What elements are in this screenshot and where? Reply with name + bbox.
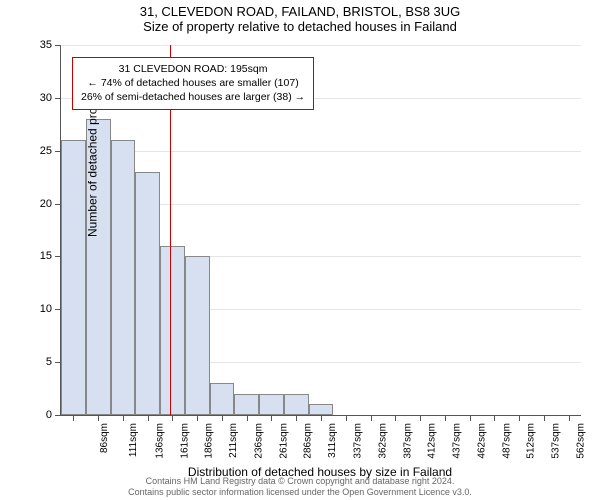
x-tick: [470, 416, 471, 421]
y-tick-label: 10: [40, 303, 52, 315]
property-callout: 31 CLEVEDON ROAD: 195sqm ← 74% of detach…: [72, 57, 314, 110]
y-tick-label: 0: [46, 409, 52, 421]
x-tick-label: 537sqm: [551, 423, 562, 459]
x-tick-label: 186sqm: [204, 423, 215, 459]
x-tick-label: 211sqm: [228, 423, 239, 458]
x-tick-label: 86sqm: [99, 423, 110, 453]
y-tick-label: 25: [40, 145, 52, 157]
x-tick: [197, 416, 198, 421]
x-tick-label: 311sqm: [327, 423, 338, 458]
x-tick: [321, 416, 322, 421]
y-tick-label: 35: [40, 39, 52, 51]
x-tick-label: 286sqm: [303, 423, 314, 459]
footer: Contains HM Land Registry data © Crown c…: [0, 476, 600, 499]
x-tick: [296, 416, 297, 421]
x-tick-label: 111sqm: [128, 423, 139, 457]
x-tick: [346, 416, 347, 421]
bar: [135, 172, 160, 415]
x-tick: [519, 416, 520, 421]
gridline: [61, 45, 581, 46]
footer-line-1: Contains HM Land Registry data © Crown c…: [0, 476, 600, 487]
x-tick: [148, 416, 149, 421]
x-tick: [222, 416, 223, 421]
x-tick: [371, 416, 372, 421]
bar: [160, 246, 185, 415]
y-tick: [55, 309, 60, 310]
x-tick-label: 462sqm: [476, 423, 487, 459]
y-tick: [55, 151, 60, 152]
x-tick: [172, 416, 173, 421]
x-tick-label: 337sqm: [353, 423, 364, 459]
footer-line-2: Contains public sector information licen…: [0, 487, 600, 498]
bar: [309, 404, 334, 415]
x-tick-label: 487sqm: [501, 423, 512, 459]
x-tick-label: 161sqm: [179, 423, 190, 459]
title-main: 31, CLEVEDON ROAD, FAILAND, BRISTOL, BS8…: [0, 4, 600, 19]
x-tick-label: 437sqm: [452, 423, 463, 459]
y-tick: [55, 362, 60, 363]
bar: [284, 394, 309, 415]
y-tick: [55, 415, 60, 416]
bar: [185, 256, 210, 415]
chart-title-block: 31, CLEVEDON ROAD, FAILAND, BRISTOL, BS8…: [0, 0, 600, 34]
x-tick-label: 562sqm: [575, 423, 586, 459]
title-sub: Size of property relative to detached ho…: [0, 19, 600, 34]
x-tick: [494, 416, 495, 421]
x-tick-label: 236sqm: [254, 423, 265, 459]
x-tick-label: 136sqm: [154, 423, 165, 459]
x-tick: [247, 416, 248, 421]
x-tick: [73, 416, 74, 421]
y-tick-label: 5: [46, 356, 52, 368]
bar: [234, 394, 259, 415]
x-tick-label: 387sqm: [402, 423, 413, 459]
y-tick: [55, 256, 60, 257]
chart-area: Number of detached properties Distributi…: [60, 45, 580, 415]
x-tick-label: 412sqm: [427, 423, 438, 459]
y-tick-label: 15: [40, 250, 52, 262]
x-tick: [420, 416, 421, 421]
bar: [259, 394, 284, 415]
x-tick: [445, 416, 446, 421]
bar: [111, 140, 136, 415]
callout-line-2: ← 74% of detached houses are smaller (10…: [81, 76, 305, 90]
x-tick: [98, 416, 99, 421]
bar: [210, 383, 235, 415]
x-tick: [271, 416, 272, 421]
x-tick: [569, 416, 570, 421]
y-tick: [55, 204, 60, 205]
x-tick-label: 362sqm: [377, 423, 388, 459]
gridline: [61, 151, 581, 152]
x-tick: [123, 416, 124, 421]
callout-line-1: 31 CLEVEDON ROAD: 195sqm: [81, 62, 305, 76]
x-tick: [395, 416, 396, 421]
y-tick-label: 20: [40, 198, 52, 210]
callout-line-3: 26% of semi-detached houses are larger (…: [81, 90, 305, 104]
x-tick-label: 261sqm: [278, 423, 289, 459]
x-tick: [544, 416, 545, 421]
bar: [61, 140, 86, 415]
y-tick-label: 30: [40, 92, 52, 104]
y-tick: [55, 45, 60, 46]
x-tick-label: 512sqm: [526, 423, 537, 459]
y-tick: [55, 98, 60, 99]
